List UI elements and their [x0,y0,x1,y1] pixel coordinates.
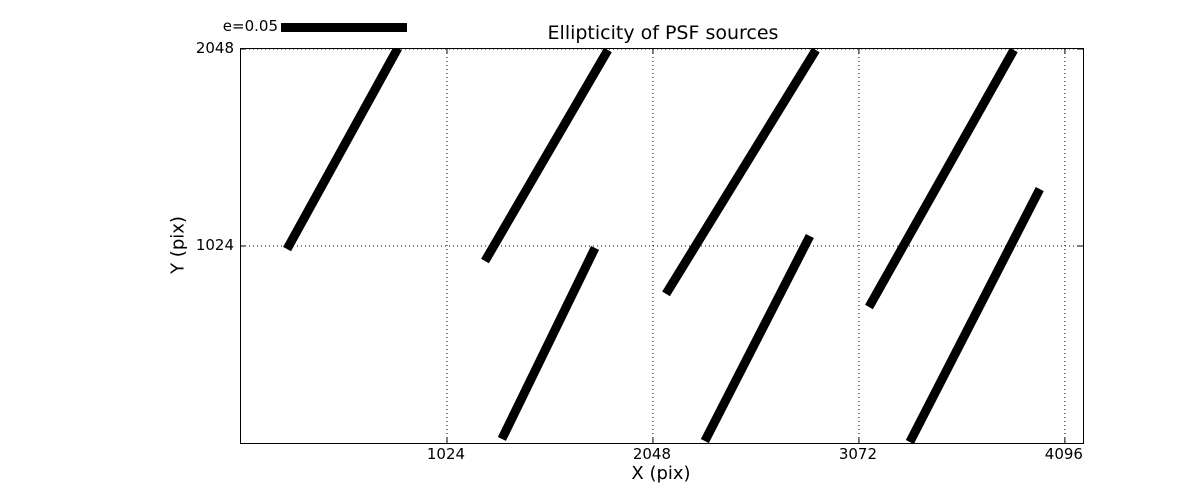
x-axis-label: X (pix) [631,463,691,484]
whisker-plot-canvas [241,49,1083,443]
y-tick-label: 1024 [195,236,234,254]
x-tick-label: 2048 [632,445,672,463]
x-tick-label: 4096 [1044,445,1083,463]
legend-label: e=0.05 [222,17,278,35]
ellipticity-whisker [865,49,1018,310]
x-tick-label: 3072 [838,445,878,463]
ellipticity-whisker [905,186,1044,443]
y-tick-label: 2048 [195,39,234,57]
ellipticity-whisker [497,245,600,441]
ellipticity-whisker [283,49,402,252]
legend-scale-bar [281,23,407,32]
plot-area [240,48,1084,444]
chart-title: Ellipticity of PSF sources [547,22,779,44]
ellipticity-whisker [700,233,814,443]
ellipticity-whisker [481,49,612,264]
x-tick-label: 1024 [426,445,466,463]
ellipticity-whisker [662,49,820,297]
